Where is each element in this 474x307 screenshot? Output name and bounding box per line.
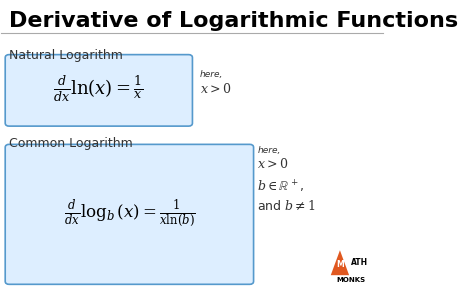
FancyBboxPatch shape [5, 144, 254, 284]
Text: here,: here, [257, 146, 281, 155]
Text: $x > 0$: $x > 0$ [257, 157, 289, 171]
Text: M: M [336, 260, 344, 269]
Text: Common Logarithm: Common Logarithm [9, 137, 133, 150]
Text: $\frac{d}{dx}\ln(x) = \frac{1}{x}$: $\frac{d}{dx}\ln(x) = \frac{1}{x}$ [54, 75, 144, 104]
Polygon shape [331, 250, 349, 275]
Text: $\frac{d}{dx}\log_b(x) = \frac{1}{x\ln(b)}$: $\frac{d}{dx}\log_b(x) = \frac{1}{x\ln(b… [64, 199, 195, 230]
FancyBboxPatch shape [5, 55, 192, 126]
Text: $b \in \mathbb{R}^+$,: $b \in \mathbb{R}^+$, [257, 178, 305, 195]
Text: $x > 0$: $x > 0$ [200, 82, 231, 96]
Text: here,: here, [200, 70, 223, 79]
Text: MONKS: MONKS [336, 277, 365, 283]
Text: ATH: ATH [351, 258, 368, 267]
Text: Derivative of Logarithmic Functions: Derivative of Logarithmic Functions [9, 10, 458, 30]
Text: and $b \neq 1$: and $b \neq 1$ [257, 200, 316, 213]
Text: Natural Logarithm: Natural Logarithm [9, 49, 123, 61]
